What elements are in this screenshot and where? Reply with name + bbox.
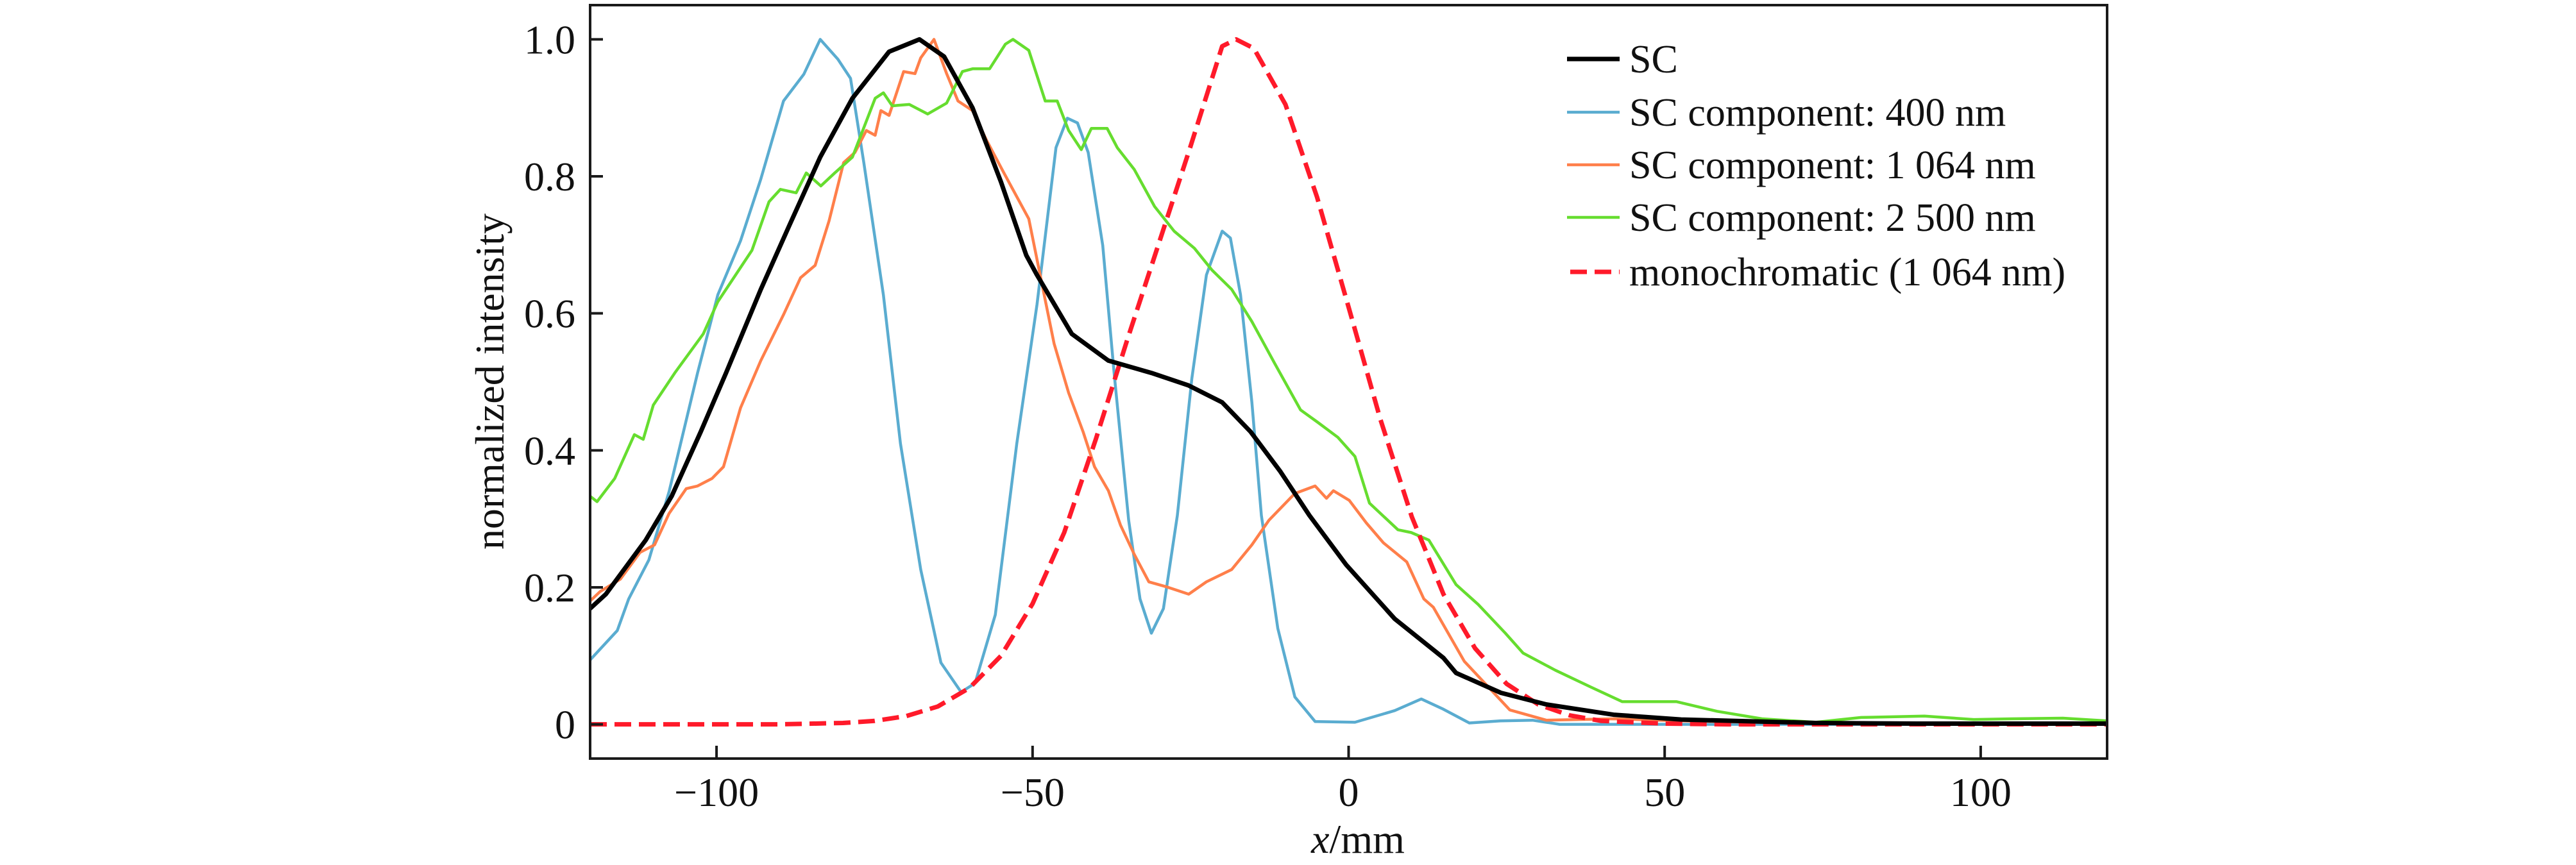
legend-item-sc-component-1-064-nm: SC component: 1 064 nm <box>1567 144 2036 187</box>
y-tick-label: 0.8 <box>524 154 575 199</box>
series-layer <box>590 37 2107 727</box>
series-line-sc-component-2-500-nm <box>590 38 2107 724</box>
y-axis-label: normalized intensity <box>467 214 513 550</box>
y-tick-label: 0 <box>555 702 575 748</box>
legend: SC SC component: 400 nm SC component: 1 06… <box>1567 38 2065 294</box>
y-axis: 0 0.2 0.4 0.6 0.8 1.0 <box>524 17 603 748</box>
x-axis: −100 −50 0 50 100 <box>674 746 2012 815</box>
legend-item-sc-component-400-nm: SC component: 400 nm <box>1567 91 2006 135</box>
y-tick-label: 0.4 <box>524 428 575 473</box>
y-tick-label: 1.0 <box>524 17 575 62</box>
x-tick-label: −50 <box>1001 769 1065 815</box>
series-line-sc-component-1-064-nm <box>590 38 2107 725</box>
y-tick-label: 0.6 <box>524 291 575 337</box>
legend-label: SC <box>1629 38 1678 81</box>
x-tick-label: 100 <box>1950 769 2012 815</box>
x-tick-label: 0 <box>1339 769 1359 815</box>
x-tick-label: 50 <box>1644 769 1685 815</box>
legend-label: SC component: 2 500 nm <box>1629 196 2036 240</box>
legend-label: monochromatic (1 064 nm) <box>1629 251 2065 294</box>
legend-item-sc-component-2-500-nm: SC component: 2 500 nm <box>1567 196 2036 240</box>
series-line-monochromatic-1-064-nm <box>590 37 2107 727</box>
y-tick-label: 0.2 <box>524 565 575 610</box>
x-tick-label: −100 <box>674 769 759 815</box>
legend-item-monochromatic-1-064-nm: monochromatic (1 064 nm) <box>1570 251 2065 294</box>
series-line-sc <box>590 37 2107 726</box>
x-axis-label-var: x <box>1310 816 1329 862</box>
plot-area <box>590 37 2107 727</box>
series-line-sc-component-400-nm <box>590 38 2107 726</box>
x-axis-label-unit: /mm <box>1330 816 1405 862</box>
legend-label: SC component: 400 nm <box>1629 91 2006 135</box>
legend-item-sc: SC <box>1567 38 1678 81</box>
x-axis-label: x/mm <box>1310 816 1405 862</box>
legend-label: SC component: 1 064 nm <box>1629 144 2036 187</box>
